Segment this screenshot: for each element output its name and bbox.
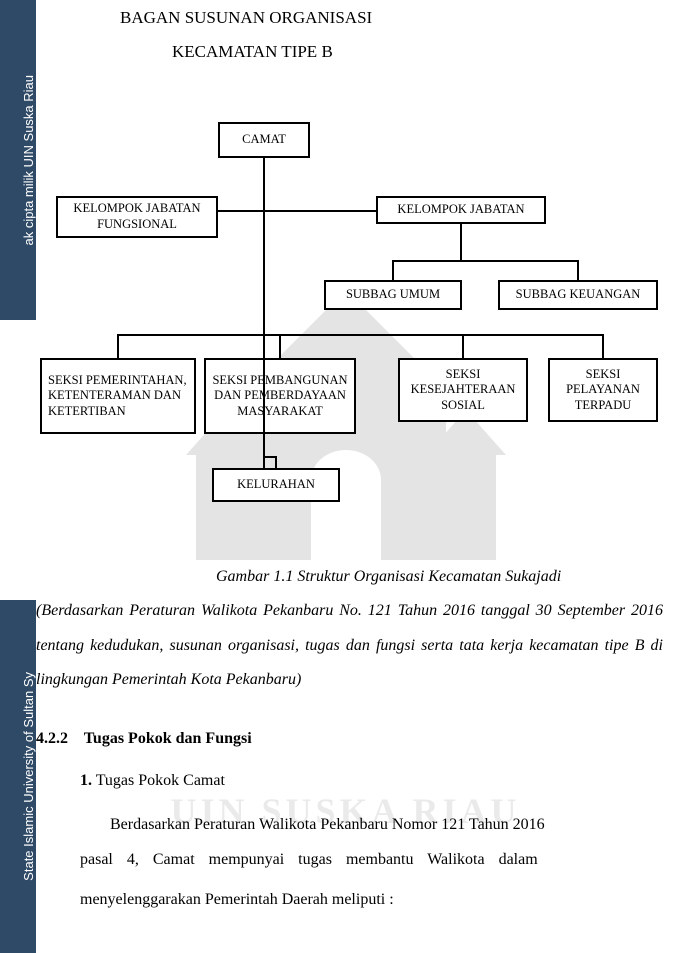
node-camat: CAMAT — [218, 122, 310, 158]
side-tab-bottom: State Islamic University of Sultan Sy — [0, 600, 36, 953]
connector — [279, 334, 281, 358]
connector — [263, 158, 265, 334]
node-subkeu: SUBBAG KEUANGAN — [498, 280, 658, 310]
connector — [263, 334, 265, 468]
title-line-2: KECAMATAN TIPE B — [120, 42, 691, 62]
node-kjf: KELOMPOK JABATAN FUNGSIONAL — [56, 196, 218, 238]
section-heading: 4.2.2 Tugas Pokok dan Fungsi — [36, 722, 663, 756]
node-s3: SEKSI KESEJAHTERAAN SOSIAL — [398, 358, 528, 422]
subsection-title: Tugas Pokok Camat — [96, 772, 225, 789]
node-subum: SUBBAG UMUM — [324, 280, 462, 310]
org-chart: CAMAT KELOMPOK JABATAN FUNGSIONAL KELOMPOK… — [0, 110, 691, 540]
section-number: 4.2.2 — [36, 722, 80, 756]
connector — [602, 334, 604, 358]
node-s1: SEKSI PEMERINTAHAN, KETENTERAMAN DAN KET… — [40, 358, 196, 434]
figure-caption: Gambar 1.1 Struktur Organisasi Kecamatan… — [36, 560, 663, 698]
body-para-2: pasal 4, Camat mempunyai tugas membantu … — [36, 843, 663, 877]
node-kel: KELURAHAN — [212, 468, 340, 502]
connector — [264, 456, 276, 458]
connector — [392, 260, 394, 280]
body-cutoff: menyelenggarakan Pemerintah Daerah melip… — [36, 883, 663, 917]
connector — [460, 224, 462, 260]
title-line-1: BAGAN SUSUNAN ORGANISASI — [120, 8, 691, 28]
subsection-number: 1. — [80, 772, 92, 789]
connector — [577, 260, 579, 280]
caption-rest: (Berdasarkan Peraturan Walikota Pekanbar… — [36, 602, 663, 688]
subsection: 1. Tugas Pokok Camat — [36, 764, 663, 798]
caption-lead: Gambar 1.1 Struktur Organisasi Kecamatan… — [36, 560, 561, 594]
connector — [275, 456, 277, 468]
connector — [218, 210, 264, 212]
connector — [117, 334, 119, 358]
connector — [462, 334, 464, 358]
connector — [393, 260, 578, 262]
node-s2: SEKSI PEMBANGUNAN DAN PEMBERDAYAAN MASYA… — [204, 358, 356, 434]
node-s4: SEKSI PELAYANAN TERPADU — [548, 358, 658, 422]
connector — [264, 210, 376, 212]
body-para-1: Berdasarkan Peraturan Walikota Pekanbaru… — [36, 808, 663, 842]
node-kj: KELOMPOK JABATAN — [376, 196, 546, 224]
section-title: Tugas Pokok dan Fungsi — [84, 730, 252, 747]
connector — [118, 334, 603, 336]
chart-title-block: BAGAN SUSUNAN ORGANISASI KECAMATAN TIPE … — [0, 0, 691, 62]
side-tab-top: ak cipta milik UIN Suska Riau — [0, 0, 36, 320]
